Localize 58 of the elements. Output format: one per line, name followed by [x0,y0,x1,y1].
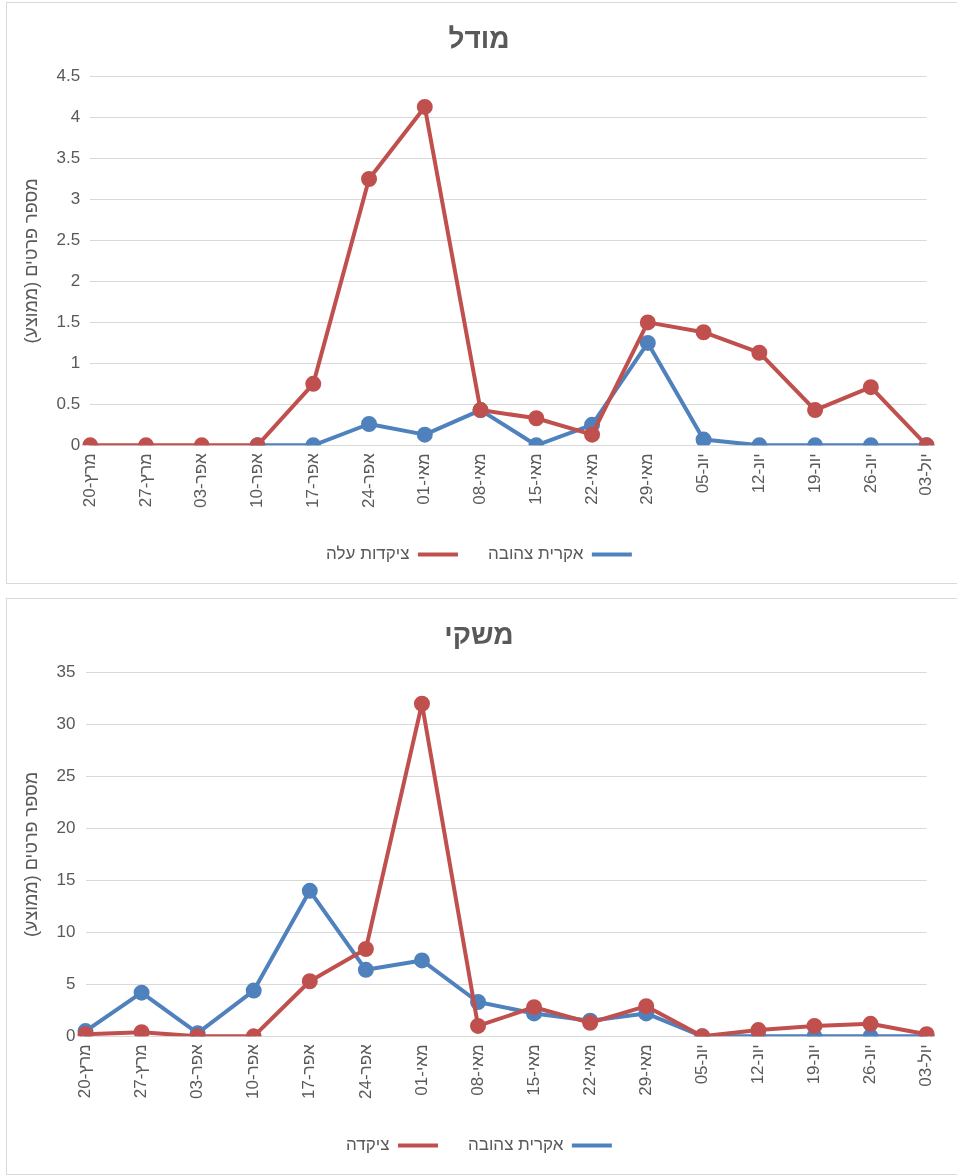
y-tick-label: 2.5 [56,230,81,250]
x-tick-label: 20-מרץ [79,453,99,508]
y-tick-label: 35 [56,662,76,682]
x-tick-label: 10-אפר [243,1043,263,1100]
legend-label: ציקדות עלה [326,544,410,564]
x-tick-label: 27-מרץ [135,453,155,508]
legend-label: ציקדה [346,1135,390,1155]
y-tick-label: 3 [70,189,81,209]
x-tick-label: 27-מרץ [131,1044,151,1099]
x-tick-label: 08-מאי [470,453,490,505]
x-tick-label: 01-מאי [414,453,434,505]
y-tick-label: 1.5 [56,312,81,332]
y-axis-title: מספר פרטים (ממוצע) [20,771,41,938]
x-tick-label: 03-יול [916,453,936,496]
y-tick-label: 4 [70,107,81,127]
x-tick-label: 22-מאי [579,1044,599,1096]
x-tick-label: 01-מאי [411,1044,431,1096]
legend-label: אקרית צהובה [487,544,584,564]
y-tick-label: 4.5 [56,66,81,86]
x-tick-label: 26-יונ [860,1044,880,1085]
x-tick-label: 19-יונ [804,1044,824,1085]
x-tick-label: 15-מאי [525,453,545,505]
y-tick-label: 0 [66,1025,76,1045]
y-axis-title: מספר פרטים (ממוצע) [20,178,41,344]
x-tick-label: 19-יונ [804,453,824,494]
x-tick-label: 24-אפר [358,452,378,509]
x-tick-label: 24-אפר [355,1043,375,1100]
x-tick-label: 05-יונ [693,453,713,494]
x-tick-label: 10-אפר [247,452,267,509]
y-tick-label: 25 [56,766,76,786]
y-tick-label: 30 [56,714,76,734]
x-tick-label: 12-יונ [749,453,769,494]
x-tick-label: 15-מאי [523,1044,543,1096]
y-tick-label: 15 [56,870,76,890]
x-tick-label: 03-יול [916,1044,936,1087]
x-tick-label: 17-אפר [299,1043,319,1100]
y-tick-label: 5 [66,974,76,994]
x-tick-label: 17-אפר [302,452,322,509]
x-tick-label: 05-יונ [692,1044,711,1085]
x-tick-label: 03-אפר [187,1043,207,1100]
y-tick-label: 3.5 [56,148,81,168]
x-tick-label: 20-מרץ [75,1044,95,1099]
x-tick-label: 22-מאי [581,453,601,505]
x-tick-label: 29-מאי [635,1044,655,1096]
x-tick-label: 03-אפר [191,452,211,509]
x-tick-label: 26-יונ [860,453,880,494]
x-tick-label: 08-מאי [467,1044,487,1096]
y-tick-label: 1 [70,353,81,373]
y-tick-label: 10 [56,922,76,942]
chart-title: משקי [444,618,514,650]
x-tick-label: 12-יונ [748,1044,768,1085]
y-tick-label: 0.5 [56,394,81,414]
chart-title: מודל [448,22,510,54]
y-tick-label: 2 [70,271,81,291]
legend-label: אקרית צהובה [468,1135,564,1155]
y-tick-label: 0 [70,434,81,454]
x-tick-label: 29-מאי [637,453,657,505]
y-tick-label: 20 [56,818,76,838]
